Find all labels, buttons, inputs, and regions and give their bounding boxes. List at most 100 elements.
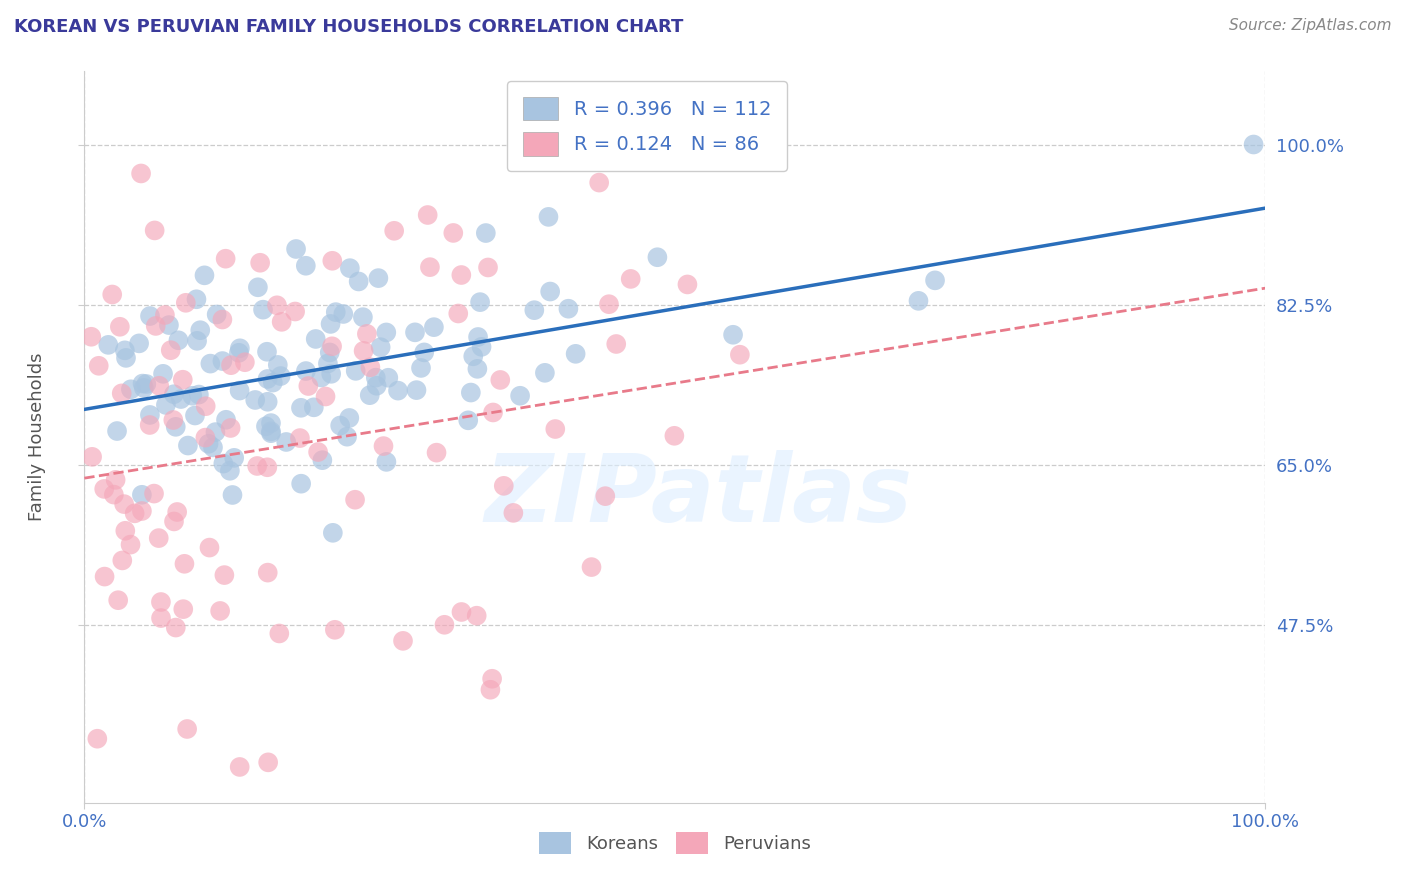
Point: [413, 345, 436, 359]
Point: [212, 457, 235, 471]
Point: [502, 506, 524, 520]
Point: [523, 303, 546, 318]
Point: [352, 310, 374, 325]
Point: [112, 497, 135, 511]
Point: [924, 273, 946, 287]
Point: [370, 340, 392, 354]
Text: Source: ZipAtlas.com: Source: ZipAtlas.com: [1229, 18, 1392, 33]
Point: [377, 370, 399, 384]
Point: [344, 364, 367, 378]
Point: [228, 345, 250, 359]
Point: [450, 605, 472, 619]
Point: [105, 424, 128, 438]
Point: [467, 362, 489, 376]
Point: [205, 308, 228, 322]
Point: [284, 304, 307, 318]
Point: [214, 252, 236, 266]
Point: [534, 366, 557, 380]
Point: [509, 389, 531, 403]
Point: [219, 358, 242, 372]
Point: [620, 272, 643, 286]
Point: [111, 386, 134, 401]
Point: [176, 722, 198, 736]
Point: [104, 473, 127, 487]
Point: [219, 464, 242, 478]
Point: [270, 369, 292, 384]
Point: [163, 515, 186, 529]
Point: [316, 356, 339, 370]
Point: [153, 308, 176, 322]
Point: [302, 401, 325, 415]
Point: [256, 460, 278, 475]
Point: [131, 504, 153, 518]
Point: [172, 373, 194, 387]
Point: [145, 318, 167, 333]
Point: [149, 595, 172, 609]
Point: [148, 531, 170, 545]
Point: [721, 327, 744, 342]
Point: [382, 224, 405, 238]
Point: [492, 479, 515, 493]
Point: [557, 301, 579, 316]
Point: [249, 256, 271, 270]
Point: [323, 623, 346, 637]
Point: [329, 418, 352, 433]
Point: [447, 306, 470, 320]
Point: [322, 525, 344, 540]
Point: [319, 317, 342, 331]
Point: [184, 409, 207, 423]
Point: [477, 260, 499, 275]
Point: [581, 560, 603, 574]
Point: [163, 387, 186, 401]
Point: [598, 297, 620, 311]
Point: [139, 309, 162, 323]
Point: [267, 358, 290, 372]
Point: [193, 268, 215, 283]
Point: [187, 387, 209, 401]
Point: [270, 315, 292, 329]
Point: [1243, 137, 1265, 152]
Point: [479, 682, 502, 697]
Point: [375, 455, 398, 469]
Point: [266, 298, 288, 312]
Text: Family Households: Family Households: [28, 353, 46, 521]
Point: [186, 292, 208, 306]
Point: [356, 326, 378, 341]
Point: [423, 320, 446, 334]
Point: [465, 608, 488, 623]
Point: [135, 376, 157, 391]
Point: [404, 326, 426, 340]
Point: [124, 507, 146, 521]
Point: [419, 260, 441, 274]
Text: ZIPatlas: ZIPatlas: [485, 450, 912, 541]
Point: [138, 417, 160, 432]
Point: [86, 731, 108, 746]
Point: [245, 392, 267, 407]
Legend: Koreans, Peruvians: Koreans, Peruvians: [526, 820, 824, 867]
Point: [409, 360, 432, 375]
Point: [336, 430, 359, 444]
Point: [103, 487, 125, 501]
Point: [467, 330, 489, 344]
Point: [129, 166, 152, 180]
Point: [647, 250, 669, 264]
Point: [215, 413, 238, 427]
Point: [170, 392, 193, 406]
Point: [246, 280, 269, 294]
Point: [256, 394, 278, 409]
Point: [256, 372, 278, 386]
Point: [200, 357, 222, 371]
Point: [664, 429, 686, 443]
Point: [359, 360, 381, 375]
Point: [260, 416, 283, 430]
Point: [228, 384, 250, 398]
Text: KOREAN VS PERUVIAN FAMILY HOUSEHOLDS CORRELATION CHART: KOREAN VS PERUVIAN FAMILY HOUSEHOLDS COR…: [14, 18, 683, 36]
Point: [101, 287, 124, 301]
Point: [290, 476, 312, 491]
Point: [150, 611, 173, 625]
Point: [260, 425, 283, 439]
Point: [290, 401, 312, 415]
Point: [256, 566, 278, 580]
Point: [198, 541, 221, 555]
Point: [219, 421, 242, 435]
